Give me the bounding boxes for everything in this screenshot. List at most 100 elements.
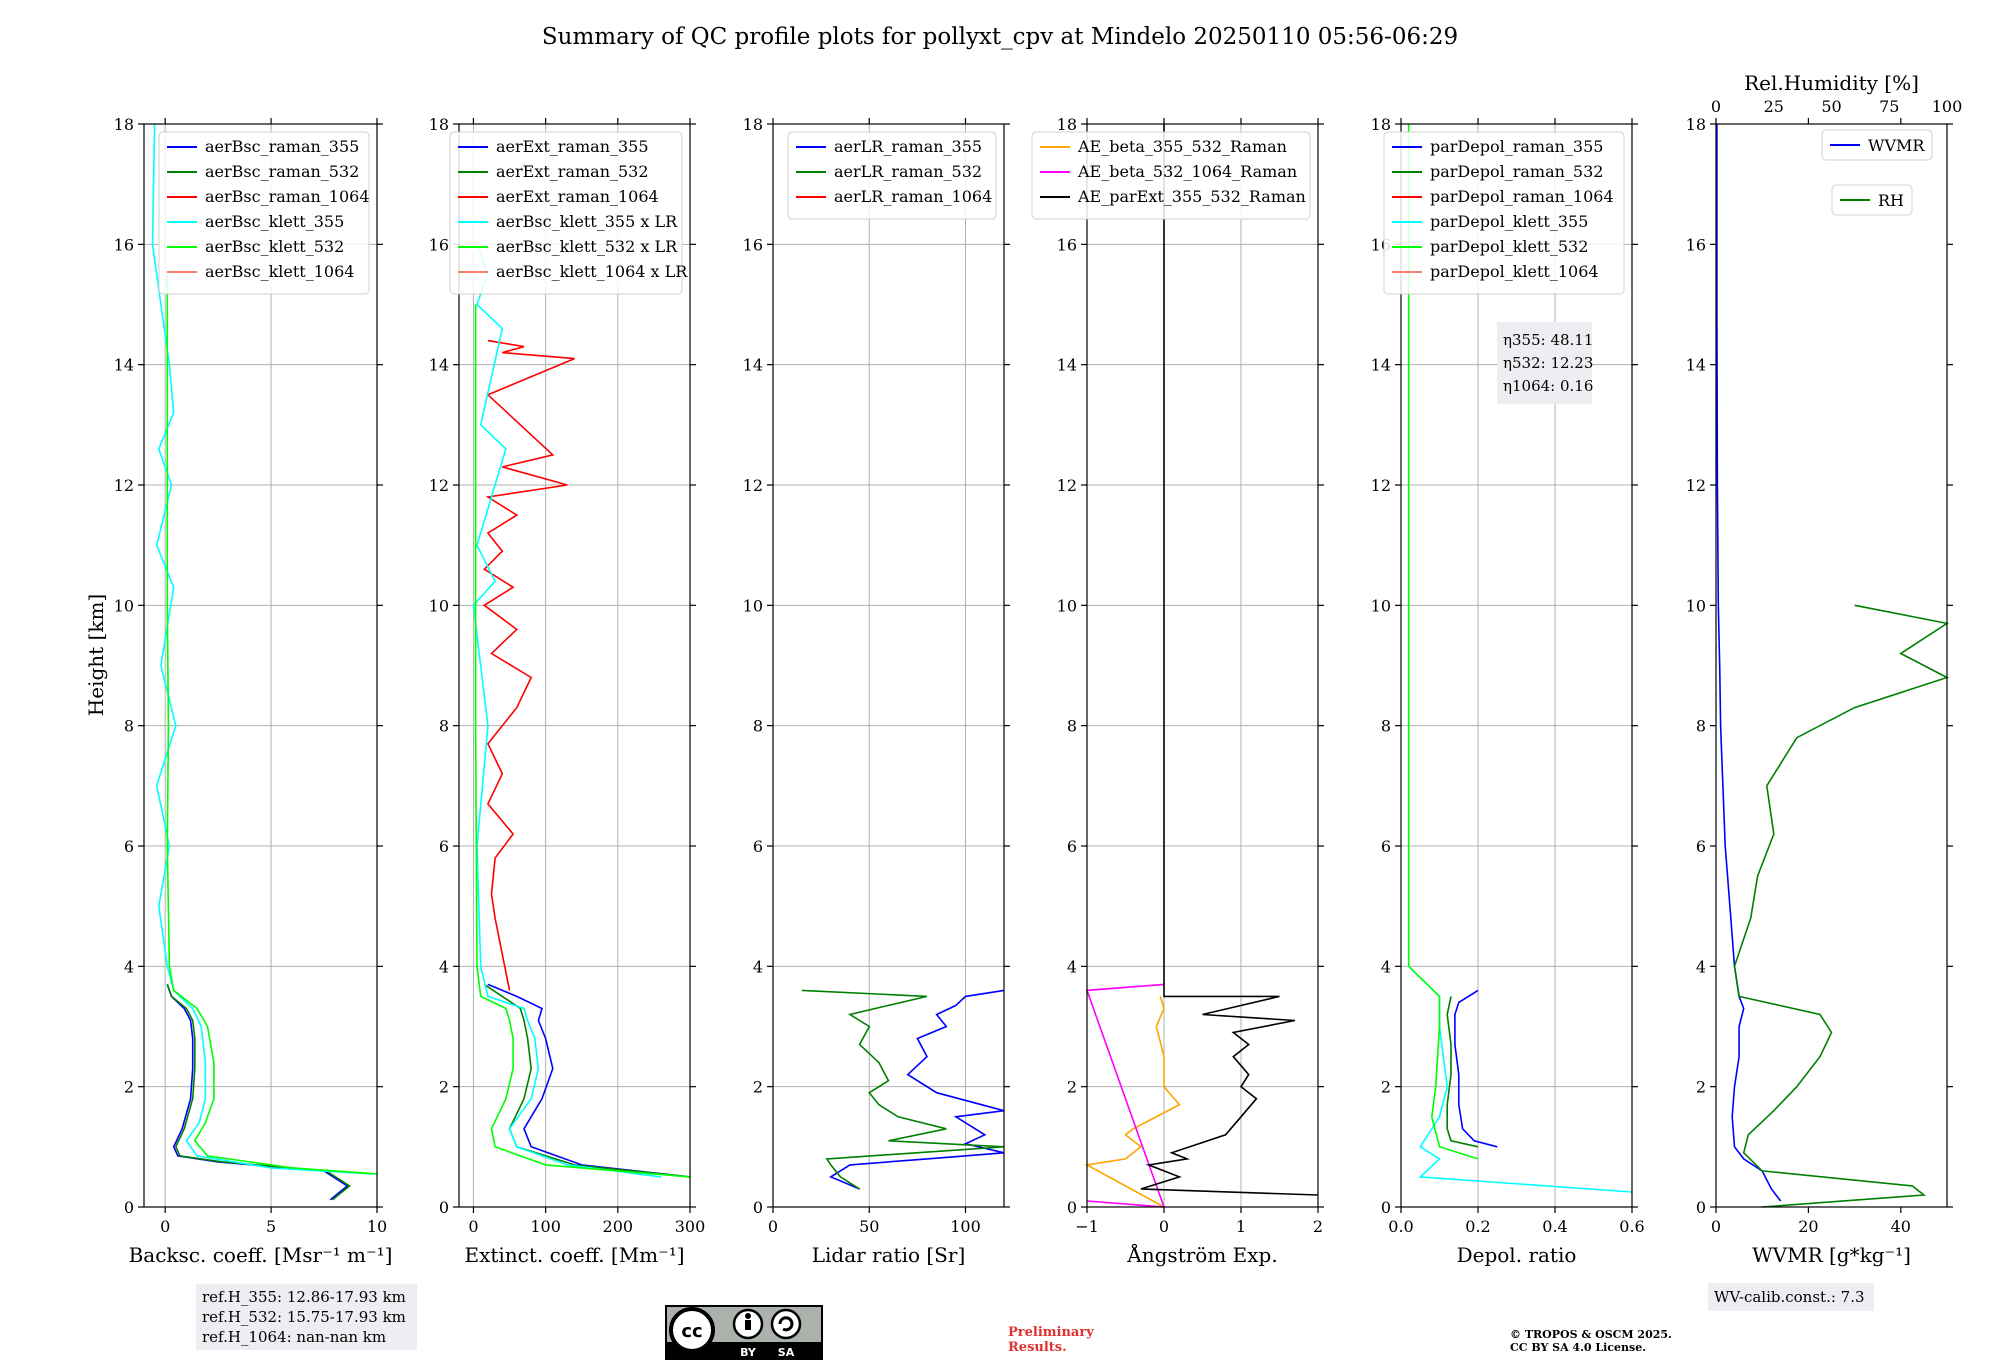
legend-label: aerExt_raman_1064: [496, 187, 659, 206]
y-tick-label: 16: [1057, 235, 1077, 254]
reference-height-box: ref.H_355: 12.86-17.93 km ref.H_532: 15.…: [196, 1284, 417, 1350]
y-tick-label: 14: [1371, 356, 1391, 375]
copyright-line-1: © TROPOS & OSCM 2025.: [1510, 1328, 1672, 1341]
x-axis-label: WVMR [g*kg⁻¹]: [1752, 1243, 1911, 1267]
axes-frame: [458, 123, 691, 1208]
legend-label: aerBsc_raman_355: [205, 137, 359, 156]
y-tick-label: 10: [1686, 596, 1706, 615]
series-line-parDepol_raman_532: [1446, 996, 1479, 1148]
ref-height-355: ref.H_355: 12.86-17.93 km: [202, 1288, 406, 1306]
y-tick-label: 2: [439, 1078, 449, 1097]
series-line-aerLR_raman_355: [829, 989, 1005, 1190]
copyright-line-2: CC BY SA 4.0 License.: [1510, 1341, 1646, 1354]
series-line-aerBsc_klett_532 x LR: [474, 304, 691, 1178]
x-tick-label: 0: [160, 1217, 170, 1236]
y-tick-label: 12: [1371, 476, 1391, 495]
axes-frame: [1086, 123, 1319, 1208]
x-tick-label: 50: [859, 1217, 879, 1236]
x-tick-label: 100: [950, 1217, 981, 1236]
series-line-aerBsc_klett_355 x LR: [472, 244, 662, 1178]
legend-box: [158, 131, 370, 295]
ref-height-1064: ref.H_1064: nan-nan km: [202, 1328, 386, 1346]
x2-tick-label: 25: [1764, 97, 1784, 116]
y-tick-label: 8: [1696, 717, 1706, 736]
y-tick-label: 10: [1057, 596, 1077, 615]
y-tick-label: 6: [124, 837, 134, 856]
legend-label: aerExt_raman_355: [496, 137, 649, 156]
x-axis-label: Depol. ratio: [1457, 1243, 1577, 1267]
y-axis-label: Height [km]: [84, 594, 108, 716]
x-tick-label: 0.0: [1388, 1217, 1413, 1236]
legend-label: aerBsc_klett_1064 x LR: [496, 262, 688, 281]
legend-label: aerBsc_klett_532 x LR: [496, 237, 678, 256]
legend-label: aerExt_raman_532: [496, 162, 649, 181]
y-tick-label: 8: [1381, 717, 1391, 736]
x-axis-label: Backsc. coeff. [Msr⁻¹ m⁻¹]: [129, 1243, 393, 1267]
y-tick-label: 18: [429, 115, 449, 134]
y-tick-label: 8: [1067, 717, 1077, 736]
figure-title: Summary of QC profile plots for pollyxt_…: [542, 24, 1458, 50]
y-tick-label: 4: [1381, 957, 1391, 976]
y-tick-label: 18: [1686, 115, 1706, 134]
panel-3: 0 2 4 6 8 10 12 14 16 18 0 50 100 Lidar ratio [Sr] aer…: [743, 115, 1010, 1267]
series-line-aerBsc_klett_355: [151, 123, 373, 1175]
legend-label: aerBsc_klett_355 x LR: [496, 212, 678, 231]
y-tick-label: 8: [439, 717, 449, 736]
legend-label: AE_beta_355_532_Raman: [1077, 137, 1287, 156]
y-tick-label: 16: [1686, 235, 1706, 254]
y-tick-label: 12: [743, 476, 763, 495]
y-tick-label: 0: [439, 1198, 449, 1217]
legend-label: aerBsc_klett_355: [205, 212, 344, 231]
x-axis-label: Lidar ratio [Sr]: [812, 1243, 966, 1267]
legend-label: aerBsc_raman_532: [205, 162, 359, 181]
panel-2: 0 2 4 6 8 10 12 14 16 18 0 100 200 300 Extinct. coeff.…: [429, 115, 706, 1267]
x-tick-label: 0: [1711, 1217, 1721, 1236]
x-tick-label: 0.6: [1619, 1217, 1644, 1236]
legend-label: parDepol_raman_355: [1430, 137, 1603, 156]
wv-calib-box: WV-calib.const.: 7.3: [1708, 1283, 1874, 1311]
legend-box: [1383, 131, 1625, 295]
y-tick-label: 8: [124, 717, 134, 736]
y-tick-label: 6: [1067, 837, 1077, 856]
y-tick-label: 12: [1686, 476, 1706, 495]
sa-icon: [770, 1308, 802, 1340]
x-axis-label: Extinct. coeff. [Mm⁻¹]: [464, 1243, 684, 1267]
y-tick-label: 16: [114, 235, 134, 254]
x-tick-label: 0: [768, 1217, 778, 1236]
x-axis-label: Ångström Exp.: [1126, 1242, 1277, 1267]
y-tick-label: 14: [743, 356, 763, 375]
y-tick-label: 6: [1696, 837, 1706, 856]
series-line-RH: [1733, 604, 1950, 1208]
series-line-aerExt_raman_532: [483, 983, 691, 1178]
y-tick-label: 16: [743, 235, 763, 254]
y-tick-label: 0: [1067, 1198, 1077, 1217]
x2-axis-label: Rel.Humidity [%]: [1744, 71, 1919, 95]
legend-label: parDepol_klett_532: [1430, 237, 1588, 256]
y-tick-label: 12: [1057, 476, 1077, 495]
legend-label: aerLR_raman_532: [834, 162, 982, 181]
y-tick-label: 4: [1696, 957, 1706, 976]
y-tick-label: 4: [1067, 957, 1077, 976]
series-line-AE_beta_355_532_Raman: [1084, 996, 1181, 1208]
y-tick-label: 6: [439, 837, 449, 856]
y-tick-label: 6: [1381, 837, 1391, 856]
wv-calib-label: WV-calib.const.: 7.3: [1714, 1288, 1865, 1306]
y-tick-label: 10: [743, 596, 763, 615]
y-tick-label: 2: [1696, 1078, 1706, 1097]
x-tick-label: 20: [1798, 1217, 1818, 1236]
legend-label: parDepol_klett_1064: [1430, 262, 1599, 281]
y-tick-label: 2: [124, 1078, 134, 1097]
series-line-aerBsc_raman_355: [166, 984, 349, 1201]
preliminary-line-1: Preliminary: [1008, 1325, 1094, 1340]
legend-label: parDepol_raman_1064: [1430, 187, 1614, 206]
series-line-WVMR: [1716, 124, 1782, 1202]
series-line-parDepol_raman_355: [1454, 989, 1498, 1148]
eta-label-2: η1064: 0.16: [1503, 377, 1593, 395]
series-line-aerExt_raman_355: [487, 983, 691, 1178]
x2-tick-label: 100: [1932, 97, 1963, 116]
legend-box: [1031, 131, 1311, 220]
legend-box: [1831, 184, 1913, 216]
y-tick-label: 2: [1067, 1078, 1077, 1097]
